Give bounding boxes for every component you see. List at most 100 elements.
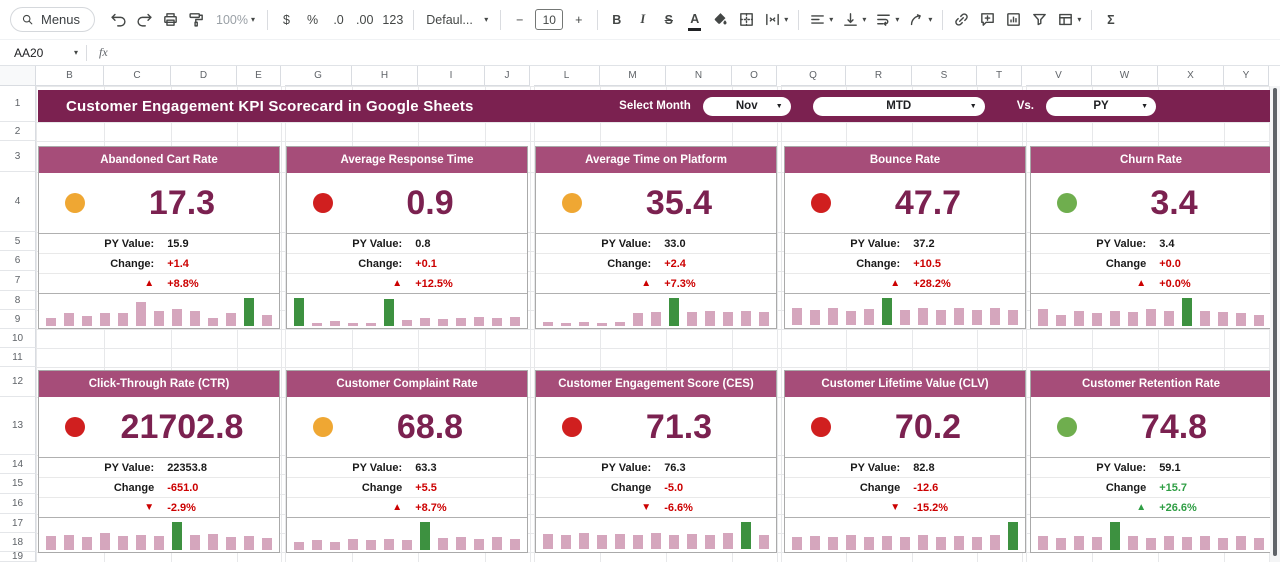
change-line: Change: +2.4 bbox=[536, 254, 776, 274]
zoom-select[interactable]: 100% ▾ bbox=[210, 13, 261, 27]
row-header-6[interactable]: 6 bbox=[0, 251, 36, 271]
merge-cells-button[interactable]: ▾ bbox=[760, 7, 792, 33]
decrease-decimal-button[interactable]: .0 bbox=[326, 7, 351, 33]
sparkline-bar bbox=[312, 540, 322, 550]
row-header-1[interactable]: 1 bbox=[0, 86, 36, 122]
column-header-i[interactable]: I bbox=[418, 66, 485, 86]
row-header-2[interactable]: 2 bbox=[0, 122, 36, 141]
column-header-c[interactable]: C bbox=[104, 66, 171, 86]
row-header-13[interactable]: 13 bbox=[0, 397, 36, 455]
sparkline-bar bbox=[100, 533, 110, 550]
column-header-s[interactable]: S bbox=[912, 66, 977, 86]
undo-button[interactable] bbox=[106, 7, 131, 33]
bold-button[interactable]: B bbox=[604, 7, 629, 33]
chart-icon bbox=[1007, 13, 1021, 26]
row-header-17[interactable]: 17 bbox=[0, 514, 36, 533]
more-formats-button[interactable]: 123 bbox=[378, 7, 407, 33]
borders-button[interactable] bbox=[734, 7, 759, 33]
sparkline-bar bbox=[384, 299, 394, 326]
sparkline bbox=[536, 294, 776, 330]
increase-font-size-button[interactable]: + bbox=[566, 7, 591, 33]
percent-format-button[interactable]: % bbox=[300, 7, 325, 33]
column-header-o[interactable]: O bbox=[732, 66, 777, 86]
column-header-r[interactable]: R bbox=[846, 66, 912, 86]
column-header-j[interactable]: J bbox=[485, 66, 530, 86]
scrollbar-thumb[interactable] bbox=[1273, 88, 1277, 556]
column-header-v[interactable]: V bbox=[1026, 66, 1092, 86]
toolbar-divider bbox=[798, 9, 800, 30]
text-rotation-button[interactable]: ▾ bbox=[904, 7, 936, 33]
strikethrough-button[interactable]: S bbox=[656, 7, 681, 33]
period-dropdown[interactable]: MTD ▼ bbox=[812, 96, 985, 116]
column-header-q[interactable]: Q bbox=[781, 66, 846, 86]
vertical-align-button[interactable]: ▾ bbox=[838, 7, 870, 33]
row-header-12[interactable]: 12 bbox=[0, 367, 36, 397]
insert-link-button[interactable] bbox=[949, 7, 974, 33]
column-header-g[interactable]: G bbox=[285, 66, 352, 86]
column-header-l[interactable]: L bbox=[534, 66, 600, 86]
increase-decimal-button[interactable]: .00 bbox=[352, 7, 377, 33]
column-header-d[interactable]: D bbox=[171, 66, 237, 86]
row-header-14[interactable]: 14 bbox=[0, 455, 36, 474]
column-header-e[interactable]: E bbox=[237, 66, 281, 86]
row-header-3[interactable]: 3 bbox=[0, 141, 36, 172]
name-box[interactable]: AA20 ▾ bbox=[0, 40, 86, 65]
sparkline-bar bbox=[1074, 536, 1084, 550]
column-header-h[interactable]: H bbox=[352, 66, 418, 86]
text-wrap-button[interactable]: ▾ bbox=[871, 7, 903, 33]
row-header-7[interactable]: 7 bbox=[0, 271, 36, 291]
italic-button[interactable]: I bbox=[630, 7, 655, 33]
font-size-input[interactable]: 10 bbox=[535, 9, 564, 30]
compare-dropdown[interactable]: PY ▼ bbox=[1046, 96, 1156, 116]
sparkline-bar bbox=[208, 318, 218, 326]
functions-button[interactable]: Σ bbox=[1098, 7, 1123, 33]
menus-button[interactable]: Menus bbox=[10, 7, 96, 32]
row-header-16[interactable]: 16 bbox=[0, 494, 36, 514]
sparkline-bar bbox=[1092, 537, 1102, 550]
trend-arrow-icon: ▲ bbox=[641, 277, 652, 289]
column-header-y[interactable]: Y bbox=[1224, 66, 1269, 86]
column-header-t[interactable]: T bbox=[977, 66, 1022, 86]
font-select[interactable]: Defaul... ▾ bbox=[420, 13, 494, 27]
vertical-scrollbar[interactable] bbox=[1270, 86, 1280, 562]
row-header-5[interactable]: 5 bbox=[0, 232, 36, 251]
row-header-4[interactable]: 4 bbox=[0, 172, 36, 232]
fill-color-button[interactable] bbox=[708, 7, 733, 33]
column-header-w[interactable]: W bbox=[1092, 66, 1158, 86]
create-filter-button[interactable] bbox=[1027, 7, 1052, 33]
row-header-8[interactable]: 8 bbox=[0, 291, 36, 310]
row-header-18[interactable]: 18 bbox=[0, 533, 36, 552]
chevron-down-icon: ▾ bbox=[829, 14, 834, 24]
kpi-value-row: 68.8 bbox=[287, 397, 527, 458]
column-header-n[interactable]: N bbox=[666, 66, 732, 86]
column-header-m[interactable]: M bbox=[600, 66, 666, 86]
print-button[interactable] bbox=[158, 7, 183, 33]
formula-input[interactable] bbox=[120, 40, 1280, 65]
row-header-15[interactable]: 15 bbox=[0, 474, 36, 494]
paint-format-button[interactable] bbox=[184, 7, 209, 33]
kpi-value-row: 17.3 bbox=[39, 173, 279, 234]
currency-format-button[interactable]: $ bbox=[274, 7, 299, 33]
insert-comment-button[interactable] bbox=[975, 7, 1000, 33]
change-percent: -6.6% bbox=[664, 501, 693, 514]
kpi-value: 70.2 bbox=[894, 408, 962, 446]
sparkline-bar bbox=[792, 308, 802, 325]
decrease-font-size-button[interactable]: − bbox=[507, 7, 532, 33]
column-header-x[interactable]: X bbox=[1158, 66, 1224, 86]
kpi-stats: PY Value: 0.8 Change: +0.1 ▲ +12.5% bbox=[287, 234, 527, 294]
redo-button[interactable] bbox=[132, 7, 157, 33]
month-dropdown[interactable]: Nov ▼ bbox=[702, 96, 791, 116]
insert-chart-button[interactable] bbox=[1001, 7, 1026, 33]
text-color-button[interactable]: A bbox=[682, 7, 707, 33]
row-header-11[interactable]: 11 bbox=[0, 348, 36, 367]
column-header-b[interactable]: B bbox=[36, 66, 104, 86]
row-header-19[interactable]: 19 bbox=[0, 551, 36, 562]
sparkline-bar bbox=[82, 537, 92, 550]
sparkline-bar bbox=[900, 537, 910, 550]
sparkline-bar bbox=[420, 522, 430, 550]
table-views-button[interactable]: ▾ bbox=[1053, 7, 1085, 33]
horizontal-align-button[interactable]: ▾ bbox=[805, 7, 837, 33]
row-header-10[interactable]: 10 bbox=[0, 329, 36, 348]
select-all-corner[interactable] bbox=[0, 66, 36, 86]
row-header-9[interactable]: 9 bbox=[0, 310, 36, 329]
